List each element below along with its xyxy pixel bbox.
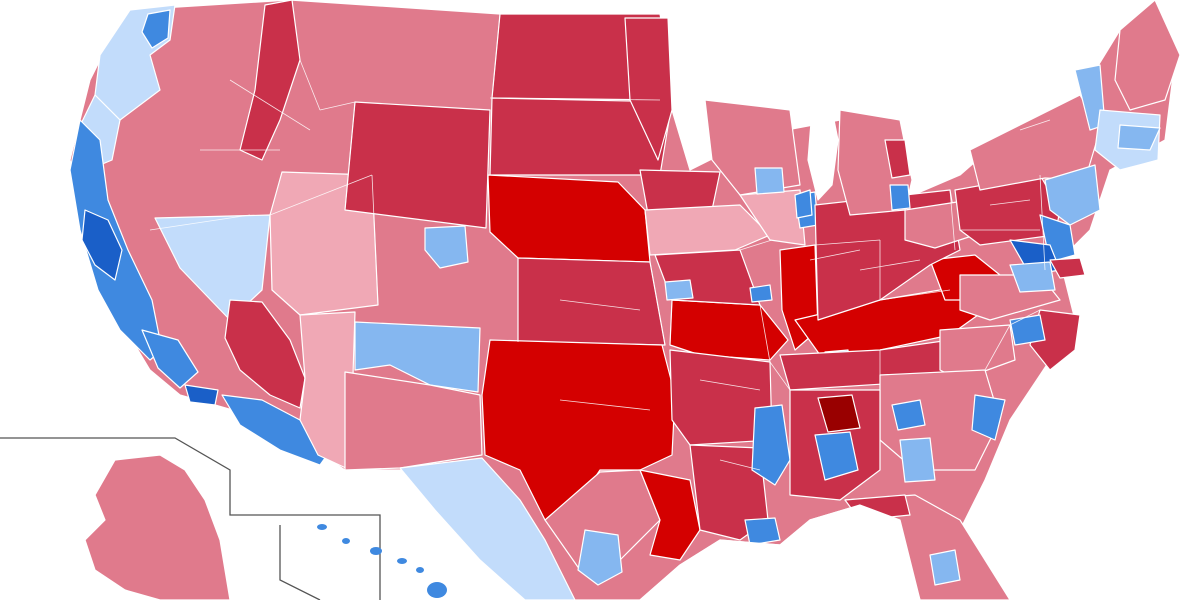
- region-arkansas: [669, 349, 773, 446]
- region-massachusetts: [1117, 124, 1161, 151]
- hawaii-island-5: [416, 567, 424, 573]
- region-alaska: [84, 454, 231, 600]
- inset-divider: [0, 437, 381, 600]
- region-las-vegas: [224, 299, 306, 409]
- region-los-angeles: [141, 329, 199, 389]
- hawaii-island-2: [342, 538, 350, 544]
- region-new-orleans: [744, 517, 781, 546]
- region-maine: [1114, 0, 1181, 111]
- region-florida-tampa: [929, 549, 961, 586]
- region-minnesota-west: [624, 17, 673, 161]
- region-madison: [754, 167, 785, 195]
- hawaii-island-1: [317, 524, 327, 530]
- region-east-texas: [639, 469, 701, 561]
- region-triangle: [1009, 314, 1046, 346]
- region-arizona-north: [299, 311, 356, 471]
- region-virginia-north: [1009, 261, 1056, 293]
- region-atlanta: [891, 399, 926, 431]
- region-bay-area: [81, 209, 123, 281]
- region-georgia-east: [899, 437, 936, 483]
- region-detroit: [889, 184, 911, 211]
- region-iowa-east: [644, 204, 771, 256]
- region-lake-michigan: [807, 99, 839, 201]
- hawaii-island-3: [370, 547, 382, 555]
- region-idaho-north: [239, 0, 301, 161]
- region-denver: [424, 225, 469, 269]
- hawaii-islands: [317, 524, 447, 598]
- region-north-carolina: [939, 324, 1016, 381]
- region-milwaukee: [794, 189, 813, 219]
- hawaii-island-6: [427, 582, 447, 598]
- region-gulf-of-mexico: [639, 504, 921, 600]
- region-kansas: [517, 257, 666, 346]
- region-michigan-thumb: [884, 139, 911, 179]
- region-new-mexico-south: [344, 371, 483, 471]
- region-west-texas: [399, 457, 576, 600]
- region-maryland-east: [1049, 257, 1086, 279]
- region-st-louis: [749, 284, 773, 303]
- region-houston: [577, 529, 623, 586]
- region-kansas-city: [664, 279, 694, 301]
- region-puget-sound: [141, 9, 171, 49]
- region-san-diego: [184, 384, 219, 406]
- region-alabama-black-belt: [814, 431, 859, 481]
- region-nyc-metro: [1044, 164, 1101, 226]
- region-alabama-core: [817, 394, 861, 433]
- hawaii-island-4: [397, 558, 407, 564]
- district-lines: [149, 13, 1051, 471]
- region-mississippi-delta: [751, 404, 791, 486]
- region-wyoming: [344, 101, 491, 229]
- region-charleston: [971, 394, 1006, 441]
